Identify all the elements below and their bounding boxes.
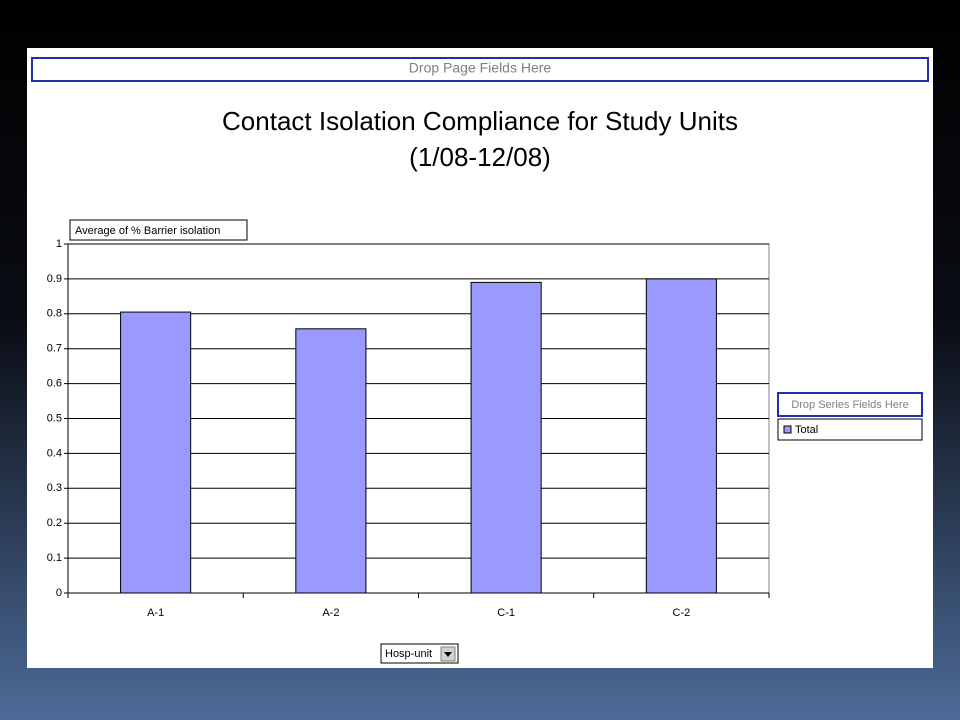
y-tick-label: 0 — [56, 587, 62, 599]
x-tick-label: A-2 — [322, 607, 339, 619]
y-tick-label: 0.1 — [47, 552, 62, 564]
data-field-label: Average of % Barrier isolation — [75, 225, 220, 237]
legend-label: Total — [795, 424, 818, 436]
y-tick-label: 0.4 — [47, 447, 62, 459]
x-tick-label: C-1 — [497, 607, 515, 619]
y-tick-label: 0.7 — [47, 343, 62, 355]
chart-subtitle: (1/08-12/08) — [409, 142, 551, 172]
y-tick-label: 1 — [56, 238, 62, 250]
series-field-hint: Drop Series Fields Here — [791, 399, 908, 411]
y-tick-label: 0.5 — [47, 412, 62, 424]
bar — [470, 281, 542, 594]
y-tick-label: 0.6 — [47, 378, 62, 390]
page-field-drop-zone[interactable] — [31, 57, 929, 82]
chart-title: Contact Isolation Compliance for Study U… — [222, 106, 738, 136]
x-tick-label: A-1 — [147, 607, 164, 619]
y-tick-label: 0.2 — [47, 517, 62, 529]
legend — [777, 418, 923, 441]
legend-swatch — [783, 425, 792, 434]
series-field-drop-zone[interactable] — [777, 392, 923, 417]
page-field-hint: Drop Page Fields Here — [409, 60, 552, 76]
dropdown-arrow — [444, 652, 452, 657]
bar — [295, 328, 367, 594]
data-field-button[interactable] — [69, 219, 248, 241]
y-tick-label: 0.8 — [47, 308, 62, 320]
bar — [645, 278, 717, 594]
category-field-button[interactable] — [380, 643, 459, 664]
y-tick-label: 0.9 — [47, 273, 62, 285]
category-field-label: Hosp-unit — [385, 648, 432, 660]
y-tick-label: 0.3 — [47, 482, 62, 494]
x-tick-label: C-2 — [673, 607, 691, 619]
bar — [120, 311, 192, 594]
